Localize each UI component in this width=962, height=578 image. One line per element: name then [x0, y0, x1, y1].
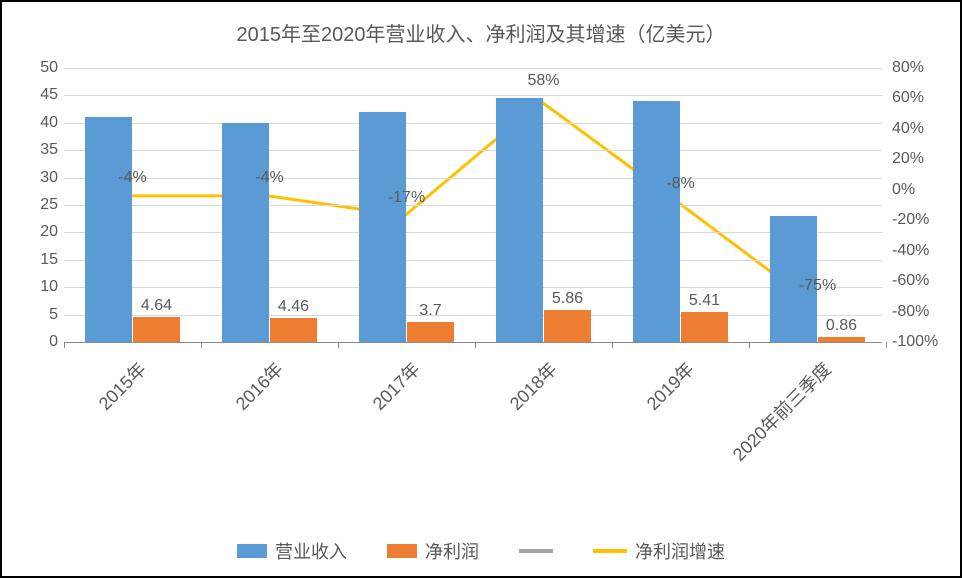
x-category-label: 2019年: [639, 356, 698, 415]
legend-item: 净利润: [387, 538, 479, 564]
ytick-right: -20%: [892, 211, 929, 229]
ytick-right: 80%: [892, 59, 924, 77]
bar-净利润: 4.64: [133, 317, 181, 342]
bar-营业收入: [222, 123, 270, 342]
legend-swatch-line: [593, 549, 627, 553]
ytick-left: 45: [40, 86, 58, 104]
grid-line: [64, 232, 882, 233]
xtick-mark: [886, 342, 887, 348]
ytick-right: -40%: [892, 242, 929, 260]
grid-line: [64, 178, 882, 179]
grid-line: [64, 150, 882, 151]
x-category-label: 2016年: [228, 356, 287, 415]
line-value-label: -17%: [388, 189, 425, 207]
bar-净利润: 5.86: [544, 310, 592, 342]
x-category-label: 2018年: [502, 356, 561, 415]
bar-value-label: 4.64: [141, 297, 172, 315]
ytick-left: 30: [40, 169, 58, 187]
grid-line: [64, 287, 882, 288]
bar-营业收入: [85, 117, 133, 342]
bar-营业收入: [359, 112, 407, 342]
ytick-right: -100%: [892, 333, 938, 351]
ytick-left: 25: [40, 196, 58, 214]
grid-line: [64, 123, 882, 124]
bar-value-label: 0.86: [826, 317, 857, 335]
x-category-label: 2020年前三季度: [726, 356, 836, 466]
bar-营业收入: [496, 98, 544, 342]
xtick-mark: [749, 342, 750, 348]
bar-value-label: 3.7: [419, 302, 441, 320]
chart-container: 2015年至2020年营业收入、净利润及其增速（亿美元） 05101520253…: [0, 0, 962, 578]
ytick-left: 50: [40, 59, 58, 77]
x-category-label: 2017年: [365, 356, 424, 415]
line-value-label: -4%: [118, 169, 146, 187]
xtick-mark: [475, 342, 476, 348]
grid-line: [64, 315, 882, 316]
legend-label: 净利润: [425, 538, 479, 564]
bar-营业收入: [633, 101, 681, 342]
bar-value-label: 5.86: [552, 290, 583, 308]
line-value-label: -8%: [666, 175, 694, 193]
ytick-left: 20: [40, 223, 58, 241]
grid-line: [64, 95, 882, 96]
xtick-mark: [338, 342, 339, 348]
grid-line: [64, 205, 882, 206]
x-category-label: 2015年: [91, 356, 150, 415]
xtick-mark: [64, 342, 65, 348]
legend-item: 营业收入: [237, 538, 347, 564]
ytick-right: -80%: [892, 303, 929, 321]
line-value-label: -75%: [799, 277, 836, 295]
legend-swatch-line: [519, 549, 553, 553]
chart-title: 2015年至2020年营业收入、净利润及其增速（亿美元）: [2, 18, 960, 47]
ytick-right: 20%: [892, 150, 924, 168]
ytick-right: 40%: [892, 120, 924, 138]
xtick-mark: [201, 342, 202, 348]
bar-净利润: 4.46: [270, 318, 318, 342]
ytick-left: 35: [40, 141, 58, 159]
x-axis-line: [64, 342, 882, 343]
line-value-label: 58%: [527, 72, 559, 90]
bar-value-label: 4.46: [278, 298, 309, 316]
legend-label: 净利润增速: [635, 538, 725, 564]
ytick-left: 15: [40, 251, 58, 269]
ytick-left: 5: [49, 306, 58, 324]
bar-净利润: 5.41: [681, 312, 729, 342]
ytick-left: 10: [40, 278, 58, 296]
bar-净利润: 0.86: [818, 337, 866, 342]
ytick-right: -60%: [892, 272, 929, 290]
legend: 营业收入 净利润 净利润增速: [2, 538, 960, 564]
legend-item: 净利润增速: [593, 538, 725, 564]
bar-value-label: 5.41: [689, 292, 720, 310]
ytick-right: 0%: [892, 181, 915, 199]
bar-净利润: 3.7: [407, 322, 455, 342]
xtick-mark: [612, 342, 613, 348]
legend-swatch-box: [387, 544, 417, 558]
ytick-right: 60%: [892, 89, 924, 107]
grid-line: [64, 260, 882, 261]
legend-item: [519, 538, 553, 564]
grid-line: [64, 68, 882, 69]
ytick-left: 0: [49, 333, 58, 351]
line-value-label: -4%: [255, 169, 283, 187]
legend-label: 营业收入: [275, 538, 347, 564]
plot-area: 05101520253035404550-100%-80%-60%-40%-20…: [64, 68, 882, 342]
ytick-left: 40: [40, 114, 58, 132]
legend-swatch-box: [237, 544, 267, 558]
